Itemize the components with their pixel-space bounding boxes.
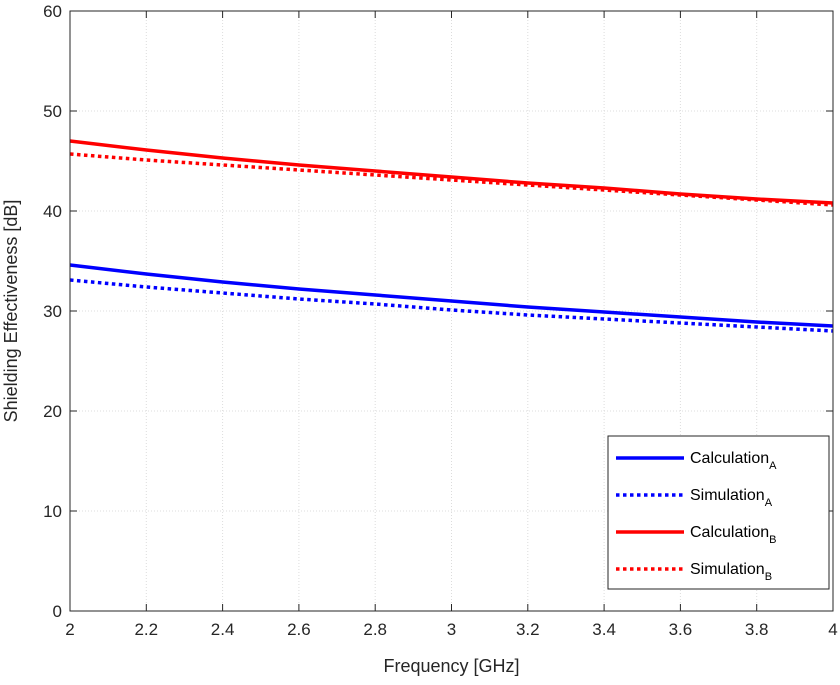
grid xyxy=(70,11,833,611)
x-tick-label: 2.4 xyxy=(211,620,235,639)
legend-entry-subscript: B xyxy=(769,534,776,546)
y-tick-label: 10 xyxy=(43,502,62,521)
x-tick-label: 2.6 xyxy=(287,620,311,639)
series-line xyxy=(69,152,834,207)
y-tick-label: 20 xyxy=(43,402,62,421)
legend-entry-label: CalculationB xyxy=(690,524,777,546)
y-tick-label: 30 xyxy=(43,302,62,321)
legend-entry-subscript: B xyxy=(765,571,772,583)
legend-entry-subscript: A xyxy=(769,460,777,472)
y-axis-label: Shielding Effectiveness [dB] xyxy=(1,200,21,423)
series-group xyxy=(69,139,834,333)
legend-box xyxy=(607,435,830,590)
x-tick-label: 4 xyxy=(828,620,837,639)
legend: CalculationA SimulationA CalculationB Simul… xyxy=(607,435,830,590)
y-tick-label: 50 xyxy=(43,102,62,121)
x-tick-label: 3.8 xyxy=(745,620,769,639)
y-tick-labels: 0 10 20 30 40 50 60 xyxy=(43,2,62,621)
x-tick-label: 2.8 xyxy=(363,620,387,639)
x-tick-label: 3.4 xyxy=(592,620,616,639)
x-tick-label: 2 xyxy=(65,620,74,639)
tick-marks xyxy=(69,10,834,612)
legend-entry-label: SimulationA xyxy=(690,487,773,509)
x-tick-label: 3.2 xyxy=(516,620,540,639)
x-tick-label: 3.6 xyxy=(669,620,693,639)
x-tick-label: 3 xyxy=(447,620,456,639)
series-line xyxy=(69,278,834,333)
x-tick-labels: 2 2.2 2.4 2.6 2.8 3 3.2 3.4 3.6 3.8 4 xyxy=(65,620,837,639)
x-tick-label: 2.2 xyxy=(134,620,158,639)
y-tick-label: 40 xyxy=(43,202,62,221)
legend-entry-label: SimulationB xyxy=(690,561,772,583)
legend-entry-label: CalculationA xyxy=(690,450,777,472)
y-tick-label: 0 xyxy=(53,602,62,621)
y-tick-label: 60 xyxy=(43,2,62,21)
series-line xyxy=(69,263,834,328)
legend-entry-subscript: A xyxy=(765,497,773,509)
x-axis-label: Frequency [GHz] xyxy=(383,656,519,676)
